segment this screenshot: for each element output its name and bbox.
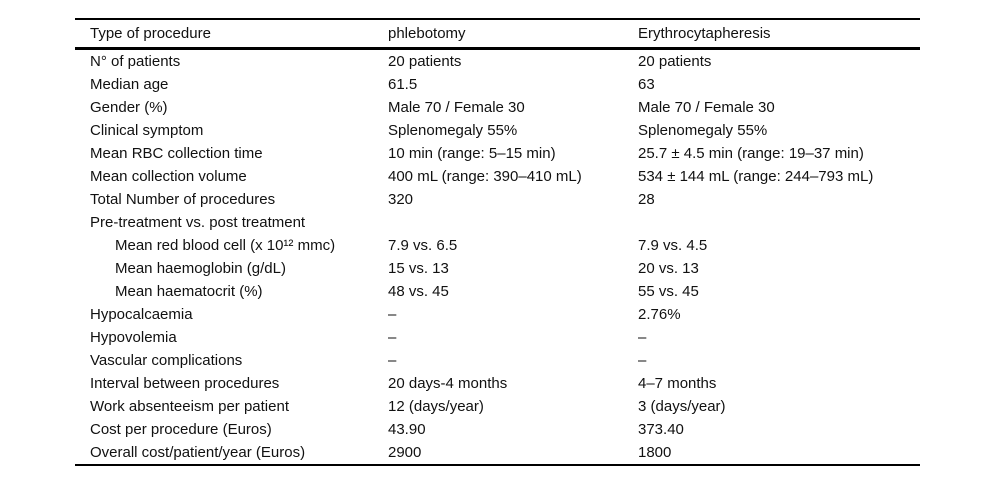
row-label: Mean collection volume — [90, 168, 247, 185]
cell-phlebotomy: 10 min (range: 5–15 min) — [388, 145, 556, 162]
row-label: Cost per procedure (Euros) — [90, 421, 272, 438]
table-row-n-of-patients: N° of patients 20 patients 20 patients — [75, 50, 920, 73]
cell-phlebotomy: Splenomegaly 55% — [388, 122, 518, 139]
table-header-rule — [75, 47, 920, 50]
cell-erythrocytapheresis: 4–7 months — [638, 375, 717, 392]
row-label: Total Number of procedures — [90, 191, 276, 208]
table-row-interval-between-procedures: Interval between procedures 20 days-4 mo… — [75, 372, 920, 395]
cell-erythrocytapheresis: 28 — [638, 191, 655, 208]
header-type-of-procedure: Type of procedure — [90, 25, 211, 42]
table-row-mean-haemoglobin: Mean haemoglobin (g/dL) 15 vs. 13 20 vs.… — [75, 257, 920, 280]
cell-erythrocytapheresis: – — [638, 329, 647, 346]
table-row-mean-collection-volume: Mean collection volume 400 mL (range: 39… — [75, 165, 920, 188]
cell-phlebotomy: 61.5 — [388, 76, 418, 93]
table-header-row: Type of procedure phlebotomy Erythrocyta… — [75, 20, 920, 47]
row-label: Hypocalcaemia — [90, 306, 193, 323]
table-row-mean-haematocrit: Mean haematocrit (%) 48 vs. 45 55 vs. 45 — [75, 280, 920, 303]
cell-phlebotomy: 2900 — [388, 444, 422, 461]
table-row-mean-red-blood-cell: Mean red blood cell (x 10¹² mmc) 7.9 vs.… — [75, 234, 920, 257]
cell-phlebotomy: 12 (days/year) — [388, 398, 484, 415]
row-label: Gender (%) — [90, 99, 168, 116]
table-row-mean-rbc-collection-time: Mean RBC collection time 10 min (range: … — [75, 142, 920, 165]
cell-erythrocytapheresis: 1800 — [638, 444, 672, 461]
cell-erythrocytapheresis: 7.9 vs. 4.5 — [638, 237, 708, 254]
procedure-comparison-table: Type of procedure phlebotomy Erythrocyta… — [75, 18, 920, 466]
cell-erythrocytapheresis: 20 patients — [638, 53, 712, 70]
table-row-overall-cost-per-patient-year: Overall cost/patient/year (Euros) 2900 1… — [75, 441, 920, 464]
cell-erythrocytapheresis: 2.76% — [638, 306, 681, 323]
header-erythrocytapheresis: Erythrocytapheresis — [638, 25, 771, 42]
cell-erythrocytapheresis: 373.40 — [638, 421, 684, 438]
cell-phlebotomy: – — [388, 306, 397, 323]
cell-phlebotomy: 7.9 vs. 6.5 — [388, 237, 458, 254]
row-label: N° of patients — [90, 53, 181, 70]
cell-erythrocytapheresis: 25.7 ± 4.5 min (range: 19–37 min) — [638, 145, 864, 162]
row-label: Clinical symptom — [90, 122, 204, 139]
row-label: Mean haematocrit (%) — [115, 283, 263, 300]
table-row-pre-vs-post-treatment: Pre-treatment vs. post treatment — [75, 211, 920, 234]
cell-erythrocytapheresis: 63 — [638, 76, 655, 93]
row-label: Mean RBC collection time — [90, 145, 263, 162]
cell-erythrocytapheresis: 55 vs. 45 — [638, 283, 699, 300]
row-label: Vascular complications — [90, 352, 243, 369]
table-top-rule — [75, 18, 920, 20]
cell-erythrocytapheresis: Splenomegaly 55% — [638, 122, 768, 139]
cell-erythrocytapheresis: 534 ± 144 mL (range: 244–793 mL) — [638, 168, 874, 185]
table-row-work-absenteeism: Work absenteeism per patient 12 (days/ye… — [75, 395, 920, 418]
cell-phlebotomy: – — [388, 329, 397, 346]
row-label: Median age — [90, 76, 169, 93]
cell-phlebotomy: 48 vs. 45 — [388, 283, 449, 300]
table-row-total-number-of-procedures: Total Number of procedures 320 28 — [75, 188, 920, 211]
header-phlebotomy: phlebotomy — [388, 25, 466, 42]
row-label: Hypovolemia — [90, 329, 177, 346]
cell-phlebotomy: – — [388, 352, 397, 369]
table-row-gender: Gender (%) Male 70 / Female 30 Male 70 /… — [75, 96, 920, 119]
table-row-clinical-symptom: Clinical symptom Splenomegaly 55% Spleno… — [75, 119, 920, 142]
table-row-hypovolemia: Hypovolemia – – — [75, 326, 920, 349]
table-row-vascular-complications: Vascular complications – – — [75, 349, 920, 372]
cell-erythrocytapheresis: 3 (days/year) — [638, 398, 726, 415]
cell-phlebotomy: 320 — [388, 191, 414, 208]
table-bottom-rule — [75, 464, 920, 466]
cell-phlebotomy: 20 patients — [388, 53, 462, 70]
cell-phlebotomy: 20 days-4 months — [388, 375, 508, 392]
row-label: Work absenteeism per patient — [90, 398, 289, 415]
cell-erythrocytapheresis: Male 70 / Female 30 — [638, 99, 775, 116]
cell-phlebotomy: Male 70 / Female 30 — [388, 99, 525, 116]
table-row-cost-per-procedure: Cost per procedure (Euros) 43.90 373.40 — [75, 418, 920, 441]
row-label: Mean red blood cell (x 10¹² mmc) — [115, 237, 336, 254]
row-label: Pre-treatment vs. post treatment — [90, 214, 306, 231]
cell-phlebotomy: 43.90 — [388, 421, 426, 438]
cell-erythrocytapheresis: – — [638, 352, 647, 369]
row-label: Overall cost/patient/year (Euros) — [90, 444, 306, 461]
table-row-median-age: Median age 61.5 63 — [75, 73, 920, 96]
row-label: Mean haemoglobin (g/dL) — [115, 260, 286, 277]
cell-phlebotomy: 15 vs. 13 — [388, 260, 449, 277]
row-label: Interval between procedures — [90, 375, 280, 392]
table-row-hypocalcaemia: Hypocalcaemia – 2.76% — [75, 303, 920, 326]
cell-erythrocytapheresis: 20 vs. 13 — [638, 260, 699, 277]
cell-phlebotomy: 400 mL (range: 390–410 mL) — [388, 168, 582, 185]
